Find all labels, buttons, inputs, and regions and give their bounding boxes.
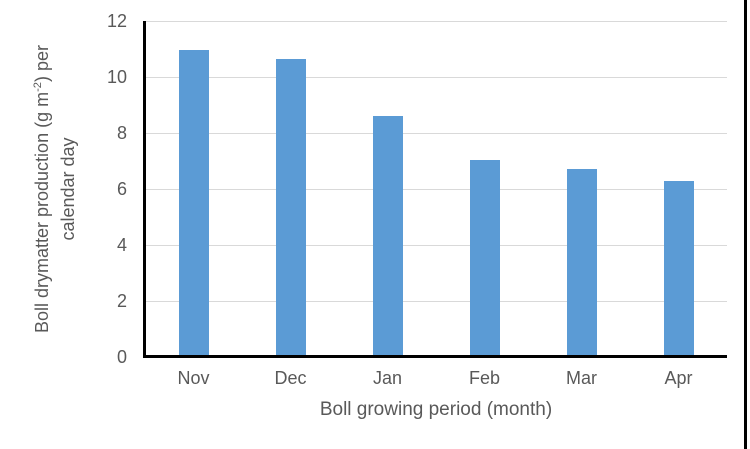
plot-area [145, 21, 727, 357]
y-tick-label-2: 2 [116, 291, 127, 311]
gridline-y6 [145, 189, 727, 190]
y-tick-label-10: 10 [106, 67, 127, 87]
gridline-y10 [145, 77, 727, 78]
x-tick-label-jan: Jan [372, 368, 403, 388]
gridline-y12 [145, 21, 727, 22]
y-axis-title-superscript: -2 [32, 82, 44, 92]
x-axis-title: Boll growing period (month) [319, 399, 553, 420]
y-tick-label-8: 8 [116, 123, 127, 143]
bar-feb [469, 160, 500, 357]
x-tick-label-nov: Nov [177, 368, 210, 388]
y-axis-line [143, 21, 146, 358]
x-axis-line [143, 355, 727, 358]
right-edge-border [744, 0, 747, 449]
gridline-y2 [145, 301, 727, 302]
bar-dec [275, 59, 306, 357]
bar-jan [372, 116, 403, 357]
y-tick-label-6: 6 [116, 179, 127, 199]
y-axis-title: Boll drymatter production (g m-2) per ca… [29, 19, 81, 359]
y-tick-label-0: 0 [116, 347, 127, 367]
x-tick-label-feb: Feb [468, 368, 501, 388]
bar-nov [178, 50, 209, 357]
x-tick-label-dec: Dec [274, 368, 307, 388]
x-tick-label-mar: Mar [566, 368, 597, 388]
y-axis-title-line1: Boll drymatter production (g m-2) per [32, 44, 52, 334]
x-tick-label-apr: Apr [664, 368, 693, 388]
bar-mar [566, 169, 597, 357]
bar-apr [663, 181, 694, 357]
y-tick-label-12: 12 [106, 11, 127, 31]
gridline-y4 [145, 245, 727, 246]
y-tick-label-4: 4 [116, 235, 127, 255]
gridline-y8 [145, 133, 727, 134]
y-axis-title-line2: calendar day [58, 137, 78, 241]
